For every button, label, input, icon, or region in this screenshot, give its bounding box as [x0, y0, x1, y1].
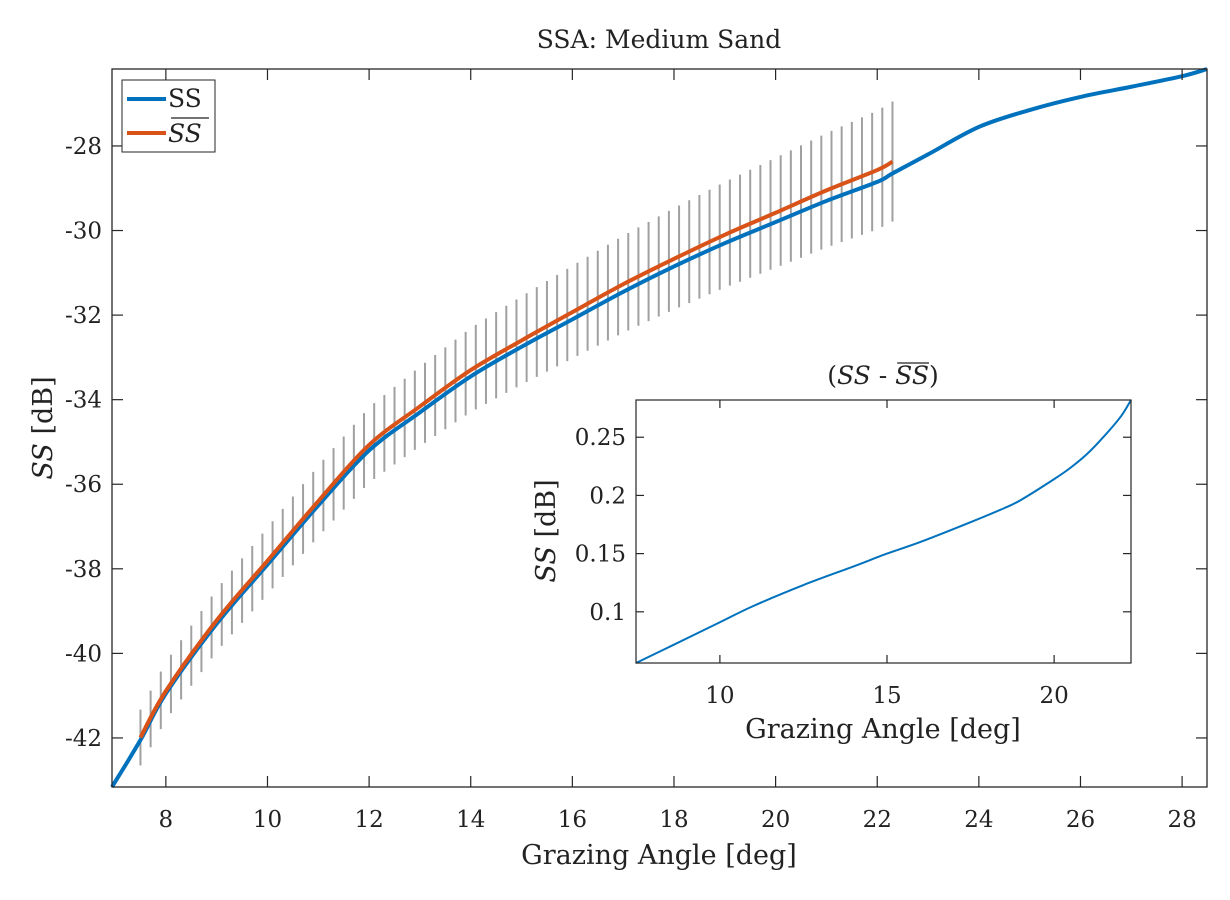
legend-label-ss: SS	[168, 84, 202, 113]
inset-y-axis-label-symbol: SS	[531, 546, 562, 583]
x-tick-label: 10	[705, 683, 734, 709]
x-tick-label: 16	[558, 807, 587, 833]
x-tick-label: 18	[659, 807, 688, 833]
inset-series	[635, 399, 1132, 664]
inset-x-ticks: 10 15 20	[705, 400, 1069, 709]
main-axes-frame	[111, 68, 1208, 788]
x-tick-label: 26	[1066, 807, 1095, 833]
main-series	[110, 67, 1208, 789]
inset-title: (SS - SS)	[827, 361, 939, 390]
y-tick-label: -30	[65, 219, 102, 245]
main-y-axis-label-unit: [dB]	[28, 376, 59, 443]
x-tick-label: 22	[863, 807, 892, 833]
main-y-axis-label-symbol: SS	[28, 443, 59, 480]
x-tick-label: 15	[872, 683, 901, 709]
series-line-ss	[110, 67, 1208, 789]
inset-y-axis-label-unit: [dB]	[531, 479, 562, 546]
inset-title-sep: -	[871, 361, 895, 390]
y-tick-label: 0.2	[589, 483, 626, 509]
main-x-ticks: 8 10 12 14 16 18 20 22 24 26 28	[159, 69, 1197, 833]
inset-axes: 10 15 20 0.10.150.20.25 (SS - SS) Grazing …	[531, 361, 1132, 745]
x-tick-label: 20	[1039, 683, 1068, 709]
y-tick-label: -36	[65, 472, 102, 498]
main-x-axis-label: Grazing Angle [deg]	[521, 840, 797, 871]
legend-label-ss-bar: SS	[168, 119, 202, 148]
x-tick-label: 10	[253, 807, 282, 833]
inset-title-open: (	[827, 361, 837, 390]
inset-title-close: )	[929, 361, 939, 390]
inset-plot-area	[636, 400, 1131, 663]
inset-title-symbol-bar: SS	[895, 361, 929, 390]
x-tick-label: 28	[1167, 807, 1196, 833]
inset-axes-frame	[635, 399, 1132, 664]
y-tick-label: -40	[65, 641, 102, 667]
x-tick-label: 14	[456, 807, 485, 833]
main-title: SSA: Medium Sand	[537, 25, 782, 54]
x-tick-label: 24	[964, 807, 993, 833]
x-tick-label: 12	[354, 807, 383, 833]
main-y-ticks: -42 -40 -38 -36 -34 -32 -30 -28	[65, 134, 1207, 752]
inset-y-ticks: 0.1 0.15 0.2 0.25	[575, 425, 1131, 626]
legend: SS SS	[121, 79, 216, 153]
y-tick-label: -32	[65, 303, 102, 329]
y-tick-label: 0.1	[589, 600, 626, 626]
y-tick-label: 0.15	[575, 542, 626, 568]
x-tick-label: 20	[761, 807, 790, 833]
x-tick-label: 8	[159, 807, 174, 833]
inset-x-axis-label: Grazing Angle [deg]	[745, 714, 1021, 745]
y-tick-label: -38	[65, 557, 102, 583]
inset-y-axis-label: SS [dB]	[531, 479, 562, 582]
inset-series-line	[635, 399, 1132, 664]
y-tick-label: 0.25	[575, 425, 626, 451]
inset-title-symbol: SS	[837, 361, 871, 390]
series-line-ss-bar	[138, 159, 894, 739]
y-tick-label: -34	[65, 388, 102, 414]
legend-box	[121, 79, 216, 153]
y-tick-label: -28	[65, 134, 102, 160]
y-tick-label: -42	[65, 726, 102, 752]
main-y-axis-label: SS [dB]	[28, 376, 59, 479]
